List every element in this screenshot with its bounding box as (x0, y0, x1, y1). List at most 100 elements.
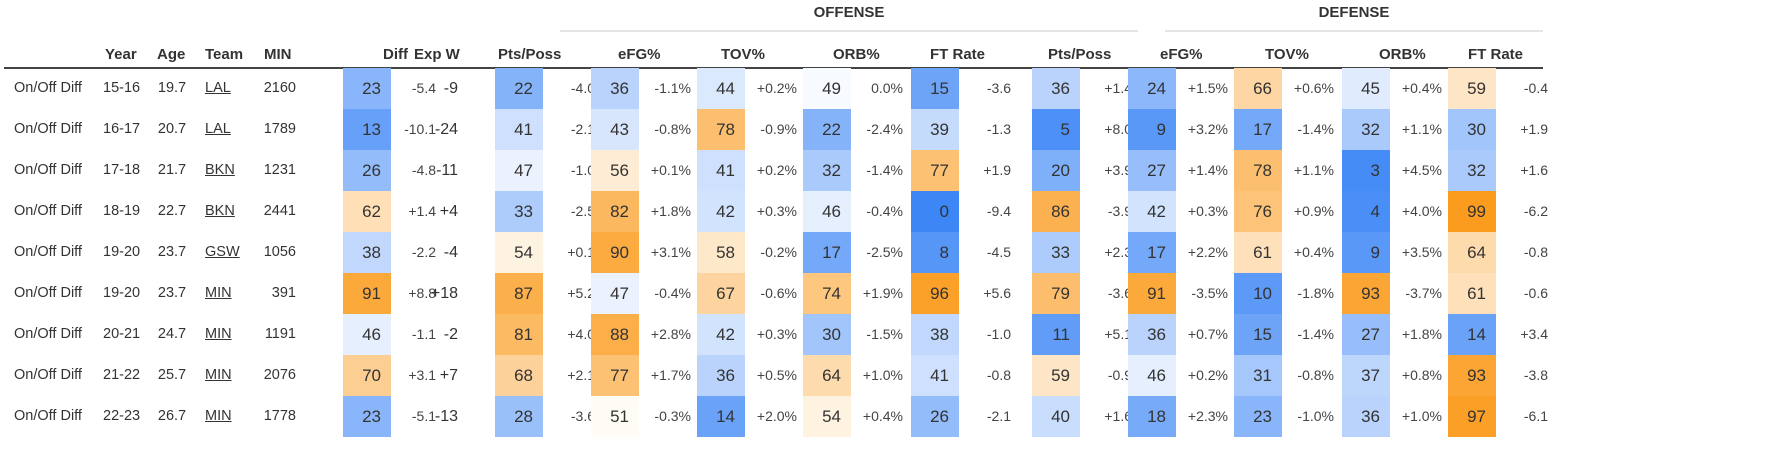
team-link[interactable]: MIN (205, 326, 232, 342)
team-link[interactable]: LAL (205, 121, 231, 137)
offense-value: +0.3% (756, 326, 797, 342)
header-offense-ft-rate[interactable]: FT Rate (930, 46, 986, 63)
header-team[interactable]: Team (205, 46, 244, 63)
diff-percentile: 23 (343, 68, 391, 109)
player-age: 26.7 (157, 408, 187, 424)
header-offense-tov-[interactable]: TOV% (721, 46, 765, 63)
header-expw[interactable]: Exp W (414, 46, 460, 63)
defense-value: -3.7% (1405, 285, 1442, 301)
offense-value: -0.6% (760, 285, 797, 301)
offense-percentile: 51 (591, 396, 639, 437)
offense-value: +0.4% (862, 408, 903, 424)
minutes: 391 (271, 285, 296, 301)
defense-value: +2.2% (1187, 244, 1228, 260)
team-link[interactable]: BKN (205, 162, 235, 178)
defense-percentile: 27 (1128, 150, 1176, 191)
defense-value: +1.0% (1401, 408, 1442, 424)
defense-value: +3.4 (1520, 326, 1548, 342)
offense-value: 0.0% (871, 80, 903, 96)
season-year: 19-20 (103, 244, 141, 260)
offense-percentile: 28 (495, 396, 543, 437)
team-link[interactable]: MIN (205, 367, 232, 383)
offense-percentile: 54 (803, 396, 851, 437)
player-age: 23.7 (157, 244, 187, 260)
season-year: 20-21 (103, 326, 141, 342)
diff-value: +8.8 (408, 285, 436, 301)
table-row: On/Off Diff 21-22 25.7 MIN 2076 70 +3.1 +7 68 +2.… (0, 355, 1548, 396)
offense-value: +2.8% (650, 326, 691, 342)
header-min[interactable]: MIN (264, 46, 292, 63)
expected-wins: -13 (434, 408, 458, 425)
offense-percentile: 49 (803, 68, 851, 109)
header-year[interactable]: Year (105, 46, 137, 63)
offense-percentile: 0 (911, 191, 959, 232)
group-title-defense: DEFENSE (1318, 4, 1390, 21)
offense-percentile: 15 (911, 68, 959, 109)
season-year: 16-17 (103, 121, 141, 137)
season-year: 15-16 (103, 80, 141, 96)
offense-percentile: 36 (591, 68, 639, 109)
header-defense-orb-[interactable]: ORB% (1379, 46, 1426, 63)
defense-percentile: 17 (1234, 109, 1282, 150)
offense-percentile: 77 (911, 150, 959, 191)
defense-percentile: 91 (1128, 273, 1176, 314)
table-row: On/Off Diff 15-16 19.7 LAL 2160 23 -5.4 -9 22 -4.… (0, 68, 1548, 109)
header-offense-orb-[interactable]: ORB% (833, 46, 880, 63)
defense-value: +0.7% (1187, 326, 1228, 342)
offense-value: +0.1% (650, 162, 691, 178)
header-diff[interactable]: Diff (383, 46, 408, 63)
offense-value: -1.4% (866, 162, 903, 178)
header-offense-efg-[interactable]: eFG% (618, 46, 661, 63)
team-link[interactable]: LAL (205, 80, 231, 96)
header-divider (4, 67, 1543, 69)
defense-value: +1.1% (1293, 162, 1334, 178)
defense-value: -0.9 (1107, 367, 1132, 383)
defense-value: -6.1 (1523, 408, 1548, 424)
player-age: 20.7 (157, 121, 187, 137)
defense-percentile: 17 (1128, 232, 1176, 273)
season-year: 17-18 (103, 162, 141, 178)
defense-percentile: 66 (1234, 68, 1282, 109)
diff-percentile: 38 (343, 232, 391, 273)
defense-value: -0.8 (1523, 244, 1548, 260)
offense-percentile: 32 (803, 150, 851, 191)
diff-percentile: 62 (343, 191, 391, 232)
header-offense-pts-poss[interactable]: Pts/Poss (498, 46, 562, 63)
player-age: 24.7 (157, 326, 187, 342)
team-link[interactable]: MIN (205, 285, 232, 301)
defense-percentile: 93 (1448, 355, 1496, 396)
team-link[interactable]: GSW (205, 244, 240, 260)
header-age[interactable]: Age (157, 46, 186, 63)
offense-percentile: 14 (697, 396, 745, 437)
team-link[interactable]: BKN (205, 203, 235, 219)
header-defense-tov-[interactable]: TOV% (1265, 46, 1309, 63)
defense-value: +3.9 (1104, 162, 1132, 178)
offense-percentile: 87 (495, 273, 543, 314)
defense-percentile: 79 (1032, 273, 1080, 314)
header-defense-ft-rate[interactable]: FT Rate (1468, 46, 1524, 63)
offense-value: -0.4% (654, 285, 691, 301)
offense-percentile: 74 (803, 273, 851, 314)
offense-value: +1.0% (862, 367, 903, 383)
defense-value: +4.5% (1401, 162, 1442, 178)
table-row: On/Off Diff 19-20 23.7 GSW 1056 38 -2.2 -4 54 +0.… (0, 232, 1548, 273)
offense-value: -4.5 (986, 244, 1011, 260)
offense-value: -0.2% (760, 244, 797, 260)
expected-wins: -11 (436, 162, 458, 179)
team-link[interactable]: MIN (205, 408, 232, 424)
header-defense-efg-[interactable]: eFG% (1160, 46, 1203, 63)
defense-percentile: 59 (1032, 355, 1080, 396)
defense-value: -6.2 (1523, 203, 1548, 219)
defense-percentile: 36 (1342, 396, 1390, 437)
header-defense-pts-poss[interactable]: Pts/Poss (1048, 46, 1112, 63)
offense-value: -0.8% (654, 121, 691, 137)
row-label: On/Off Diff (14, 80, 82, 96)
table-row: On/Off Diff 22-23 26.7 MIN 1778 23 -5.1 -13 28 -3… (0, 396, 1548, 437)
defense-percentile: 64 (1448, 232, 1496, 273)
defense-value: -3.5% (1191, 285, 1228, 301)
defense-value: -0.8% (1297, 367, 1334, 383)
minutes: 2441 (263, 203, 296, 219)
defense-percentile: 32 (1448, 150, 1496, 191)
defense-percentile: 61 (1234, 232, 1282, 273)
expected-wins: +4 (439, 203, 458, 220)
